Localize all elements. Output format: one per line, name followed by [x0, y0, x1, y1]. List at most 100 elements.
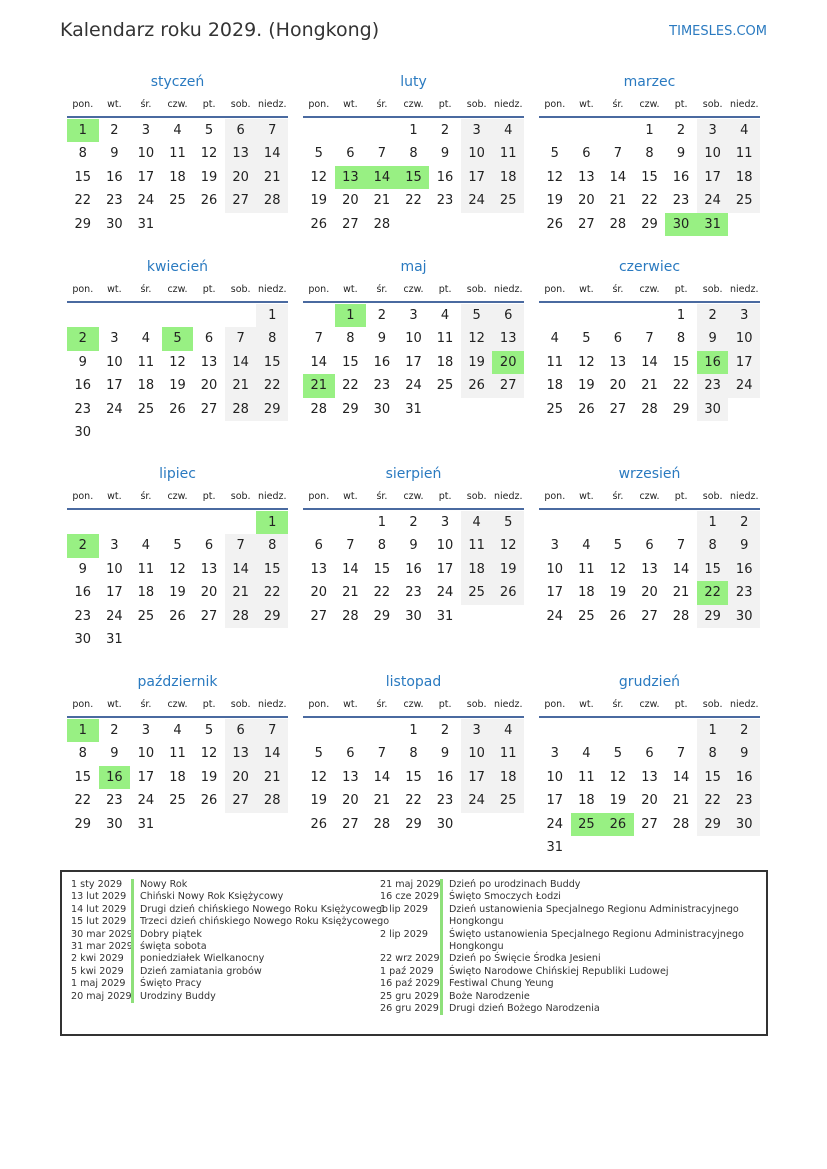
day-cell: 15: [373, 561, 391, 577]
holiday-date: 20 maj 2029: [71, 990, 132, 1002]
month-name: grudzień: [618, 674, 681, 690]
holiday-marker: [440, 928, 443, 954]
holiday-name: Nowy Rok: [140, 879, 188, 890]
day-cell: 4: [141, 331, 151, 347]
weekday-label: pon.: [72, 284, 94, 295]
day-cell: 21: [641, 378, 658, 394]
holiday-date: 1 sty 2029: [71, 879, 123, 890]
day-cell: 8: [409, 146, 418, 162]
holiday-date: 14 lut 2029: [71, 903, 127, 915]
holiday-marker: [440, 891, 443, 904]
day-cell: 22: [342, 378, 359, 394]
day-cell: 19: [609, 585, 627, 601]
day-cell: 25: [546, 401, 564, 417]
day-cell: 15: [74, 169, 92, 185]
month-name: maj: [400, 259, 427, 275]
day-cell: 14: [609, 169, 627, 185]
holiday-marker: [440, 903, 443, 929]
day-cell: 1: [696, 719, 729, 743]
day-cell: 6: [582, 146, 591, 162]
weekday-label: czw.: [639, 99, 660, 110]
holiday-date: 26 gru 2029: [380, 1003, 439, 1015]
day-cell: 6: [314, 538, 323, 554]
weekday-label: śr.: [376, 491, 388, 502]
weekday-label: niedz.: [257, 699, 287, 710]
day-cell: 19: [169, 585, 186, 601]
day-cell: 26: [609, 608, 627, 624]
month-name: czerwiec: [618, 259, 681, 275]
day-cell: 7: [377, 746, 387, 762]
weekday-label: niedz.: [729, 699, 759, 710]
day-cell: 13: [224, 142, 257, 166]
day-cell: 14: [256, 742, 288, 766]
day-cell: 15: [74, 769, 92, 785]
day-cell: 20: [641, 585, 658, 601]
day-cell: 4: [440, 308, 450, 323]
day-cell: 18: [169, 769, 186, 785]
day-cell: 22: [74, 193, 92, 209]
weekday-header: pon. wt. śr. czw. pt. sob. niedz.: [539, 279, 760, 303]
day-cell: 5: [492, 511, 524, 535]
weekday-header: pon. wt. śr. czw. pt. sob. niedz.: [67, 486, 288, 510]
day-cell: 4: [550, 331, 559, 347]
month-name: marzec: [623, 74, 676, 90]
month-name: styczeń: [150, 74, 205, 90]
day-cell: 12: [492, 534, 524, 558]
day-cell: 7: [645, 331, 654, 347]
day-cell: 23: [728, 789, 760, 813]
weekday-header: pon. wt. śr. czw. pt. sob. niedz.: [67, 279, 288, 303]
day-cell: 20: [200, 585, 218, 601]
day-cell: 17: [106, 378, 123, 394]
day-cell-holiday: 2: [67, 534, 99, 558]
day-cell: 13: [641, 769, 658, 785]
holiday-name: Boże Narodzenie: [449, 990, 530, 1002]
weekday-label: pon.: [308, 99, 330, 110]
holiday-name: Święto ustanowienia Specjalnego Regionu …: [449, 928, 744, 953]
weekday-label: pt.: [438, 491, 452, 502]
day-cell: 6: [224, 719, 257, 743]
month-5: czerwiec pon. wt. śr. czw. pt. sob. niedz. 1 2 3 4 5…: [539, 255, 760, 421]
day-cell: 13: [609, 354, 627, 370]
day-cell: 12: [200, 146, 218, 162]
day-cell: 21: [224, 581, 257, 605]
day-cell: 7: [224, 327, 257, 351]
day-cell: 5: [204, 123, 214, 138]
day-cell: 9: [696, 327, 729, 351]
day-cell: 8: [256, 327, 288, 351]
day-cell: 25: [436, 378, 454, 394]
month-name: wrzesień: [618, 466, 681, 482]
day-cell: 3: [728, 304, 760, 328]
day-cell: 13: [578, 169, 595, 185]
day-cell: 24: [728, 374, 760, 398]
day-cell: 21: [224, 374, 257, 398]
weekday-label: pt.: [438, 99, 452, 110]
legend-row: 26 gru 2029 Drugi dzień Bożego Narodzenia: [380, 1003, 749, 1016]
day-cell: 18: [460, 557, 493, 582]
day-cell: 10: [436, 538, 454, 554]
day-cell: 8: [696, 742, 729, 766]
day-cell: 4: [582, 538, 591, 554]
weekday-label: sob.: [466, 284, 487, 295]
day-cell: 2: [696, 304, 729, 328]
day-grid: 1 2 3 4 5 6 7 8 9 10 11 12 13 14 15 16 17 18 19 20 21 22 23 24 2…: [67, 719, 288, 836]
weekday-label: czw.: [403, 699, 424, 710]
weekday-label: śr.: [612, 491, 624, 502]
page-title: Kalendarz roku 2029. (Hongkong): [60, 19, 380, 41]
holiday-marker: [440, 978, 443, 991]
day-cell: 23: [728, 581, 760, 605]
holiday-date: 21 maj 2029: [380, 879, 441, 890]
weekday-label: pon.: [308, 491, 330, 502]
brand-link[interactable]: TIMESLES.COM: [669, 24, 767, 39]
weekday-label: wt.: [107, 99, 122, 110]
day-cell: 27: [641, 816, 658, 832]
month-3: kwiecień pon. wt. śr. czw. pt. sob. niedz. 1 2 3 4 5…: [67, 255, 288, 444]
legend-row: 13 lut 2029 Chiński Nowy Rok Księżycowy: [71, 891, 440, 904]
day-cell: 23: [405, 585, 422, 601]
holiday-name: Dzień po urodzinach Buddy: [449, 879, 581, 890]
day-cell: 8: [377, 538, 387, 554]
day-cell-holiday: 14: [366, 165, 398, 190]
day-cell: 30: [696, 397, 729, 421]
day-cell: 3: [141, 123, 151, 138]
day-cell: 24: [460, 189, 493, 213]
